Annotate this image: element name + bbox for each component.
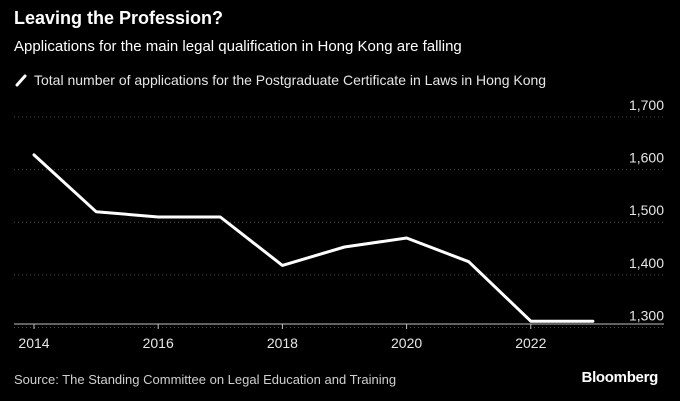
x-tick-label-2016: 2016	[143, 335, 174, 351]
y-tick-label-1400: 1,400	[629, 255, 664, 271]
source-note: Source: The Standing Committee on Legal …	[14, 372, 397, 387]
bloomberg-logo: Bloomberg	[581, 369, 659, 386]
chart-subtitle: Applications for the main legal qualific…	[14, 38, 462, 55]
legend-label: Total number of applications for the Pos…	[34, 72, 547, 88]
x-tick-label-2018: 2018	[267, 335, 298, 351]
x-tick-label-2014: 2014	[18, 335, 49, 351]
series-line-0	[32, 153, 595, 323]
chart-title: Leaving the Profession?	[14, 8, 224, 28]
y-tick-label-1500: 1,500	[629, 202, 664, 218]
legend: Total number of applications for the Pos…	[14, 72, 546, 88]
y-tick-label-1300: 1,300	[629, 307, 664, 323]
x-tick-label-2022: 2022	[515, 335, 546, 351]
x-tick-label-2020: 2020	[391, 335, 422, 351]
y-tick-label-1700: 1,700	[629, 97, 664, 113]
y-tick-label-1600: 1,600	[629, 150, 664, 166]
legend-swatch-icon	[15, 74, 27, 87]
